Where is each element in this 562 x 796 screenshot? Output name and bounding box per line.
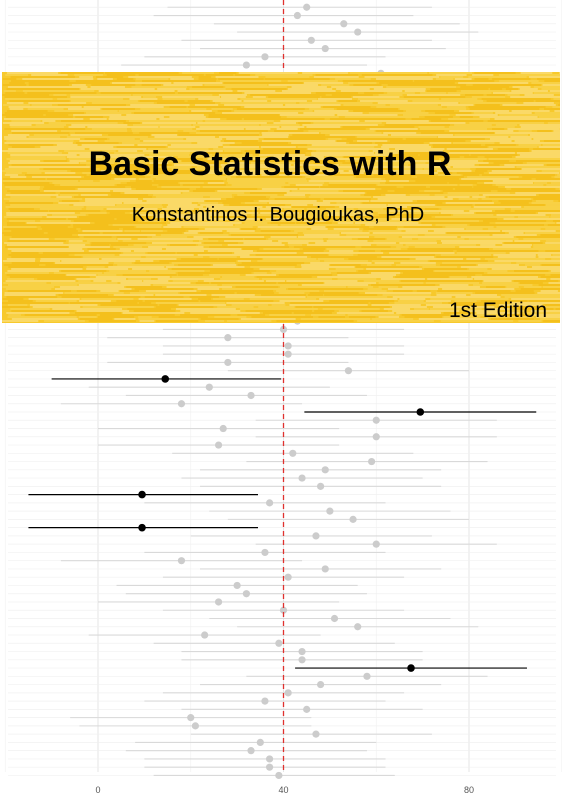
x-tick-label: 40 (278, 785, 288, 795)
estimate-point (201, 631, 209, 639)
estimate-point (354, 28, 362, 36)
estimate-point (317, 680, 325, 689)
estimate-point (261, 53, 269, 61)
estimate-point (219, 424, 227, 433)
estimate-point (321, 44, 329, 53)
estimate-point (303, 705, 311, 713)
estimate-point (284, 342, 292, 350)
estimate-point (340, 20, 348, 28)
estimate-point-highlight (138, 523, 146, 532)
estimate-point (307, 36, 315, 44)
x-tick-label: 0 (95, 785, 100, 795)
estimate-point (368, 457, 376, 466)
estimate-point (293, 11, 302, 20)
estimate-point (303, 3, 311, 11)
estimate-point (247, 391, 255, 400)
estimate-point (275, 771, 283, 780)
estimate-point-highlight (407, 664, 415, 672)
estimate-point (224, 334, 232, 342)
estimate-point (256, 738, 264, 747)
x-axis: 0 40 80 (95, 785, 474, 795)
estimate-point (187, 714, 195, 722)
estimate-point (224, 358, 232, 367)
estimate-point (372, 416, 380, 424)
estimate-point (261, 548, 269, 557)
estimate-point (205, 383, 213, 391)
estimate-point (247, 747, 255, 755)
estimate-point (261, 697, 269, 705)
estimate-point (265, 499, 274, 507)
estimate-point (298, 656, 306, 664)
estimate-point-highlight (416, 408, 425, 416)
estimate-point (214, 598, 223, 606)
estimate-point-highlight (161, 375, 170, 383)
book-title: Basic Statistics with R (88, 145, 452, 183)
estimate-point (321, 565, 329, 573)
estimate-point (275, 639, 283, 647)
estimate-point (344, 367, 353, 375)
estimate-point (214, 441, 223, 449)
estimate-point (363, 672, 371, 680)
estimate-point (191, 722, 199, 730)
estimate-point (298, 647, 306, 656)
estimate-point (321, 466, 329, 474)
x-tick-label: 80 (464, 785, 474, 795)
estimate-point (312, 532, 320, 540)
estimate-point-highlight (138, 490, 146, 499)
estimate-point (372, 540, 380, 548)
estimate-point (330, 614, 339, 623)
estimate-point (349, 515, 357, 523)
estimate-point (265, 755, 274, 763)
estimate-point (298, 474, 306, 482)
estimate-point (372, 433, 380, 441)
estimate-point (284, 573, 292, 581)
estimate-point (312, 730, 320, 738)
estimate-point (279, 606, 288, 614)
band-texture (2, 72, 560, 322)
estimate-point (326, 507, 334, 515)
estimate-point (177, 557, 186, 565)
estimate-point (242, 590, 250, 598)
estimate-point (233, 581, 241, 590)
estimate-point (279, 325, 288, 333)
edition-label: 1st Edition (448, 299, 547, 322)
estimate-point (242, 61, 250, 69)
title-band (2, 72, 560, 323)
estimate-point (177, 400, 186, 408)
estimate-point (289, 449, 297, 457)
estimate-point (354, 623, 362, 631)
estimate-point (317, 482, 325, 490)
estimate-point (265, 763, 274, 771)
author-name: Konstantinos I. Bougioukas, PhD (131, 204, 425, 226)
estimate-point (284, 350, 292, 358)
estimate-point (284, 689, 292, 697)
